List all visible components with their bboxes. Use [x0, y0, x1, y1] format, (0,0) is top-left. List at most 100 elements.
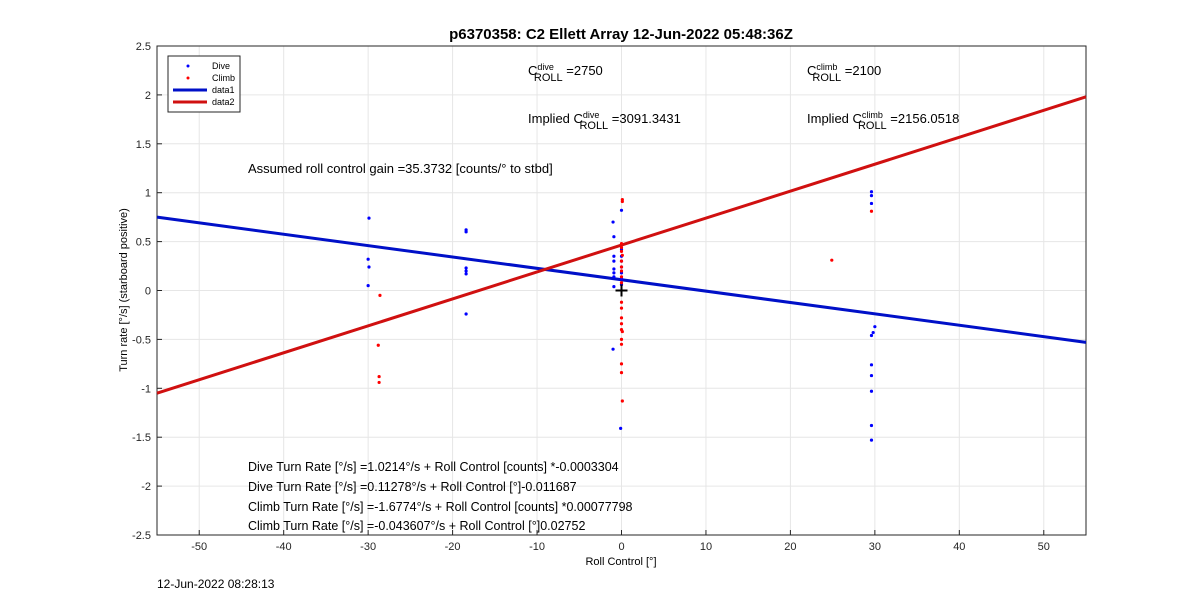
c-roll-dive-annotation: Cdive ROLL =2750: [528, 62, 603, 84]
dive-data-point: [612, 259, 616, 263]
c-roll-climb-annotation: Cclimb ROLL =2100: [807, 62, 881, 84]
climb-data-point: [620, 399, 624, 403]
y-tick-label: 1: [145, 188, 151, 200]
dive-data-point: [869, 333, 874, 338]
roll-gain-annotation: Assumed roll control gain =35.3732 [coun…: [248, 161, 553, 176]
dive-data-point: [464, 266, 468, 270]
dive-data-point: [464, 272, 468, 276]
x-tick-label: 20: [784, 541, 796, 553]
dive-data-point: [367, 265, 371, 269]
climb-equation-degrees: Climb Turn Rate [°/s] =-0.043607°/s + Ro…: [248, 519, 585, 533]
dive-data-point: [619, 208, 624, 212]
dive-data-point: [619, 426, 623, 430]
y-tick-label: 2.5: [136, 41, 151, 53]
x-axis: -50 -40 -30 -20 -10 0 10 20 30 40 50: [191, 530, 1050, 553]
implied-c-roll-dive-annotation: Implied Cdive ROLL =3091.3431: [528, 110, 681, 132]
dive-data-point: [464, 312, 468, 316]
dive-data-point: [869, 201, 874, 206]
dive-data-point: [464, 230, 468, 234]
dive-data-point: [869, 438, 874, 442]
y-tick-label: 2: [145, 90, 151, 102]
y-tick-label: 0: [145, 286, 151, 298]
climb-equation-counts: Climb Turn Rate [°/s] =-1.6774°/s + Roll…: [248, 500, 633, 514]
dive-data-point: [612, 267, 616, 271]
dive-data-point: [869, 363, 874, 367]
y-tick-label: 1.5: [136, 139, 151, 151]
dive-data-point: [869, 190, 874, 194]
x-tick-label: 30: [869, 541, 881, 553]
dive-data-point: [612, 284, 616, 289]
dive-data-point: [869, 423, 874, 428]
climb-data-point: [619, 275, 624, 279]
y-tick-label: -0.5: [132, 334, 151, 346]
climb-data-point: [619, 342, 624, 346]
climb-data-point: [619, 322, 624, 326]
dive-data-point: [612, 235, 616, 239]
dive-data-point: [873, 325, 877, 329]
climb-data-point: [830, 258, 834, 262]
legend-climb-label: Climb: [212, 73, 235, 83]
dive-data-point: [611, 220, 615, 224]
legend: Dive Climb data1 data2: [167, 55, 241, 113]
dive-data-point: [612, 271, 616, 275]
y-tick-label: -2: [141, 481, 151, 493]
y-tick-label: -1: [141, 383, 151, 395]
climb-data-point: [619, 265, 624, 269]
x-tick-label: -40: [276, 541, 292, 553]
climb-data-point: [619, 362, 624, 366]
climb-data-point: [620, 253, 624, 257]
x-axis-label: Roll Control [°]: [585, 556, 656, 568]
y-axis-label: Turn rate [°/s] (starboard positive): [118, 208, 130, 372]
climb-data-point: [377, 374, 381, 379]
climb-data-point: [619, 281, 624, 285]
x-tick-label: -30: [360, 541, 376, 553]
dive-data-point: [869, 194, 874, 198]
climb-data-point: [619, 371, 624, 375]
dive-data-point: [366, 284, 370, 288]
x-tick-label: -10: [529, 541, 545, 553]
legend-data1-label: data1: [212, 85, 235, 95]
x-tick-label: -20: [445, 541, 461, 553]
series: [156, 95, 1087, 442]
climb-data-point: [619, 259, 624, 263]
x-tick-label: 50: [1038, 541, 1050, 553]
climb-data-point: [378, 293, 382, 297]
dive-data-point: [367, 216, 371, 220]
climb-data-point: [619, 316, 624, 320]
dive-data-point: [871, 330, 875, 335]
x-tick-label: -50: [191, 541, 207, 553]
dive-data-point: [612, 254, 616, 258]
dive-data-point: [869, 389, 874, 393]
dive-data-point: [612, 275, 616, 279]
legend-data2-label: data2: [212, 97, 235, 107]
x-tick-label: 10: [700, 541, 712, 553]
climb-data-point: [620, 329, 624, 334]
climb-data-point: [619, 337, 624, 341]
chart-title: p6370358: C2 Ellett Array 12-Jun-2022 05…: [449, 26, 793, 43]
timestamp: 12-Jun-2022 08:28:13: [157, 577, 275, 591]
climb-data-point: [619, 300, 624, 304]
y-axis: -2.5 -2 -1.5 -1 -0.5 0 0.5 1 1.5 2 2.5: [132, 41, 162, 542]
x-tick-label: 40: [953, 541, 965, 553]
climb-data-point: [619, 306, 624, 310]
climb-data-point: [619, 245, 624, 250]
climb-data-point: [377, 380, 381, 385]
climb-data-point: [620, 199, 624, 204]
dive-equation-counts: Dive Turn Rate [°/s] =1.0214°/s + Roll C…: [248, 460, 619, 474]
dive-equation-degrees: Dive Turn Rate [°/s] =0.11278°/s + Roll …: [248, 480, 577, 494]
climb-data-point: [619, 269, 624, 273]
legend-dive-marker: [186, 64, 190, 68]
x-tick-label: 0: [618, 541, 624, 553]
dive-data-point: [869, 373, 874, 378]
climb-data-point: [376, 343, 380, 347]
climb-data-point: [869, 209, 874, 213]
legend-climb-marker: [186, 76, 190, 80]
climb-data-point: [619, 249, 624, 253]
y-tick-label: -1.5: [132, 432, 151, 444]
y-tick-label: -2.5: [132, 530, 151, 542]
y-tick-label: 0.5: [136, 237, 151, 249]
implied-c-roll-climb-annotation: Implied Cclimb ROLL =2156.0518: [807, 110, 959, 132]
legend-dive-label: Dive: [212, 61, 230, 71]
dive-data-point: [366, 257, 370, 261]
